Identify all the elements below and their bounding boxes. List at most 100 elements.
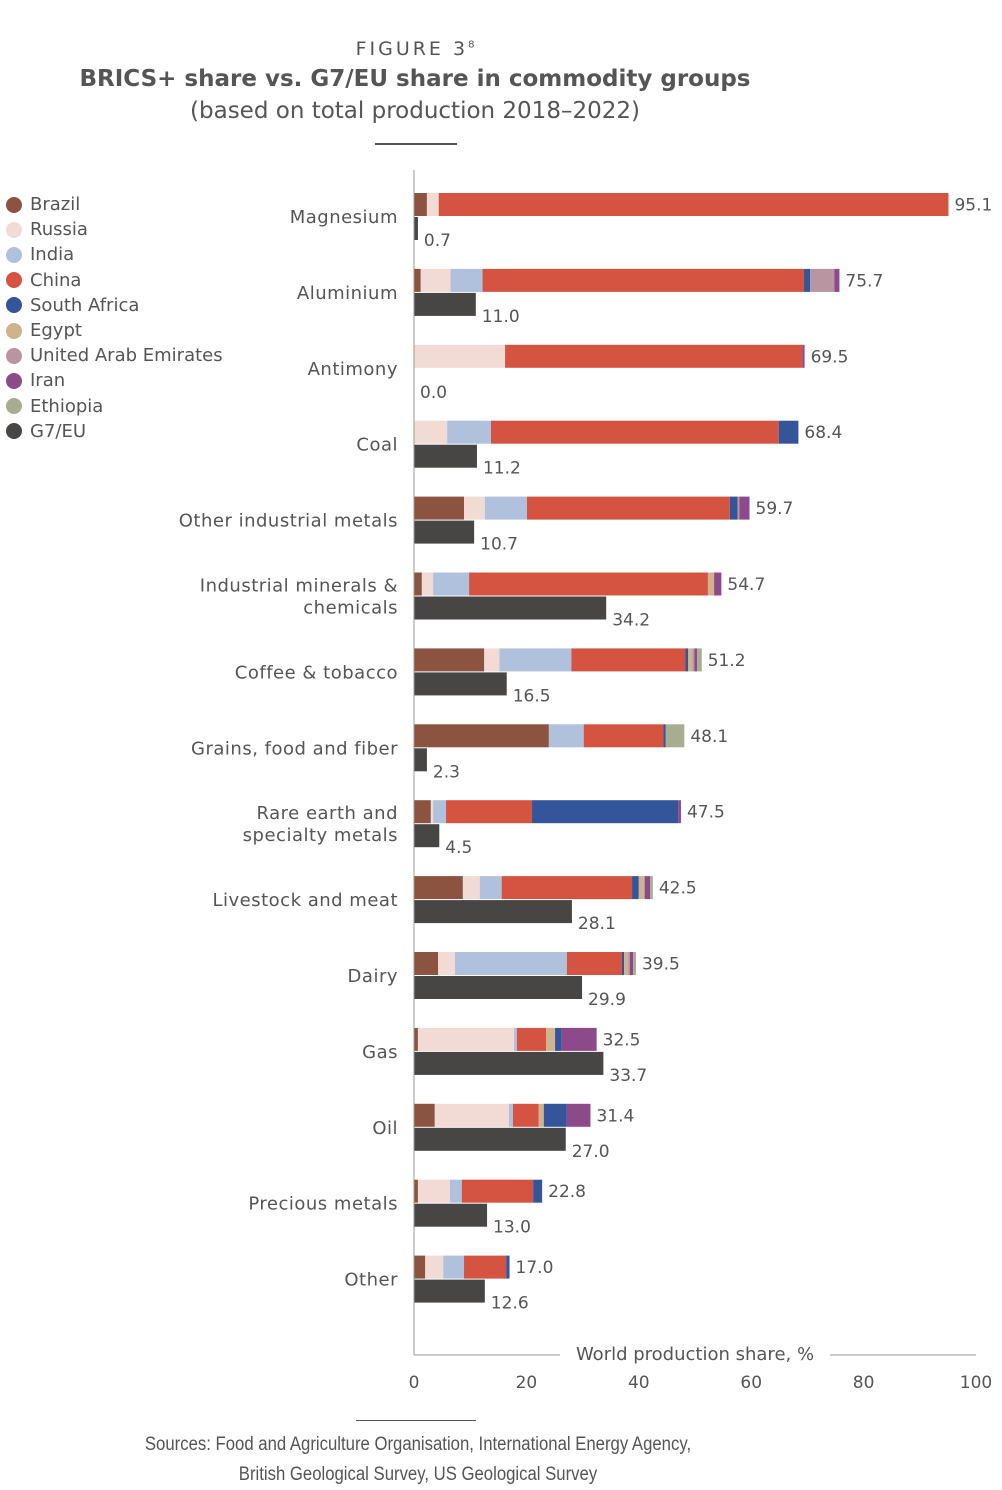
bar-segment-russia [420,268,451,292]
bar-segment-south-africa [663,724,666,748]
bar-segment-egypt [546,1027,556,1051]
legend-label: United Arab Emirates [30,345,223,367]
bar-segment-south-africa [532,800,679,824]
bar-segment-brazil [414,1103,435,1127]
bar-segment-russia [414,420,448,444]
category-label: specialty metals [243,825,398,846]
bar-segment-south-africa [555,1027,562,1051]
bar-segment-brazil [414,1179,418,1203]
bar-g7-eu [414,596,607,620]
bar-segment-brazil [414,193,427,216]
bar-segment-brazil [414,496,465,520]
bar-segment-iran [644,876,651,900]
bar-segment-iran [561,1027,597,1051]
bar-g7-eu [414,292,476,316]
bar-segment-egypt [688,648,693,672]
bar-segment-india [450,268,483,292]
legend-item-united-arab-emirates: United Arab Emirates [6,343,223,368]
x-tick-label: 60 [740,1373,762,1393]
bar-g7-eu [414,824,440,848]
bar-segment-ethiopia [665,724,685,748]
bar-segment-egypt [638,876,644,900]
bar-segment-india [514,1027,517,1051]
bar-segment-russia [462,876,480,900]
bar-g7-eu [414,748,427,772]
bar-segment-ethiopia [697,648,702,672]
category-label: Industrial minerals & [200,576,398,597]
category-label: Aluminium [297,283,398,304]
brics-value-label: 95.1 [954,196,992,216]
bar-segment-south-africa [533,1179,543,1203]
bar-g7-eu [414,1279,485,1303]
bar-segment-south-africa [506,1255,510,1279]
bar-segment-russia [417,1027,515,1051]
bar-segment-china [490,420,779,444]
bar-segment-india [479,876,502,900]
legend-label: India [30,244,75,266]
bar-segment-iran [834,268,840,292]
legend-item-g7-eu: G7/EU [6,419,223,444]
bar-segment-iran [802,344,805,368]
bar-g7-eu [414,1051,604,1075]
legend-label: Russia [30,219,88,241]
bar-segment-iran [566,1103,591,1127]
legend: Brazil Russia India China South Africa Egypt U… [6,192,223,444]
brics-value-label: 42.5 [659,879,697,899]
bar-segment-egypt [624,952,629,975]
bar-segment-egypt [707,572,715,596]
legend-swatch [6,297,22,314]
bar-segment-russia [434,1103,509,1127]
bar-segment-iran [694,648,698,672]
bar-segment-china [566,952,622,975]
bar-segment-india [433,572,470,596]
bar-g7-eu [414,976,583,999]
brics-value-label: 69.5 [811,347,849,367]
g7-value-label: 11.0 [482,307,520,327]
title-divider [375,143,457,145]
bar-segment-russia [438,952,456,975]
bar-segment-russia [464,496,485,520]
bar-segment-south-africa [543,1103,567,1127]
legend-item-china: China [6,268,223,293]
legend-swatch [6,221,22,238]
brics-value-label: 68.4 [804,423,842,443]
g7-value-label: 13.0 [493,1218,531,1238]
legend-swatch [6,347,22,364]
bar-segment-india [455,952,567,975]
category-label: Other industrial metals [179,511,398,532]
bar-segment-south-africa [778,420,799,444]
legend-label: Egypt [30,320,82,342]
legend-swatch [6,372,22,389]
category-label: Magnesium [290,207,398,228]
g7-value-label: 4.5 [445,838,472,858]
bar-segment-india [449,1179,462,1203]
sources-line-1: Sources: Food and Agriculture Organisati… [144,1434,692,1455]
bar-segment-south-africa [804,268,811,292]
bar-segment-china [438,193,949,216]
bar-segment-iran [739,496,750,520]
bar-segment-china [501,876,633,900]
bar-segment-brazil [414,800,431,824]
legend-label: China [30,269,82,291]
bar-segment-russia [426,193,439,216]
g7-value-label: 28.1 [578,914,616,934]
legend-label: South Africa [30,294,140,316]
category-label: Dairy [348,966,398,987]
bar-segment-china [464,1255,507,1279]
legend-item-egypt: Egypt [6,318,223,343]
legend-label: Brazil [30,194,81,216]
bar-segment-china [505,344,803,368]
bar-segment-south-africa [729,496,738,520]
category-label: Livestock and meat [212,890,398,911]
bar-segment-russia [414,344,506,368]
sources: Sources: Food and Agriculture Organisati… [50,1430,786,1490]
legend-item-russia: Russia [6,217,223,242]
brics-value-label: 17.0 [516,1258,554,1278]
bar-segment-united-arab-emirates [643,876,645,900]
bar-segment-china [512,1103,539,1127]
g7-value-label: 34.2 [612,611,650,631]
bar-segment-russia [417,1179,450,1203]
x-tick-label: 40 [628,1373,650,1393]
bar-segment-russia [425,1255,444,1279]
bar-segment-russia [430,800,434,824]
